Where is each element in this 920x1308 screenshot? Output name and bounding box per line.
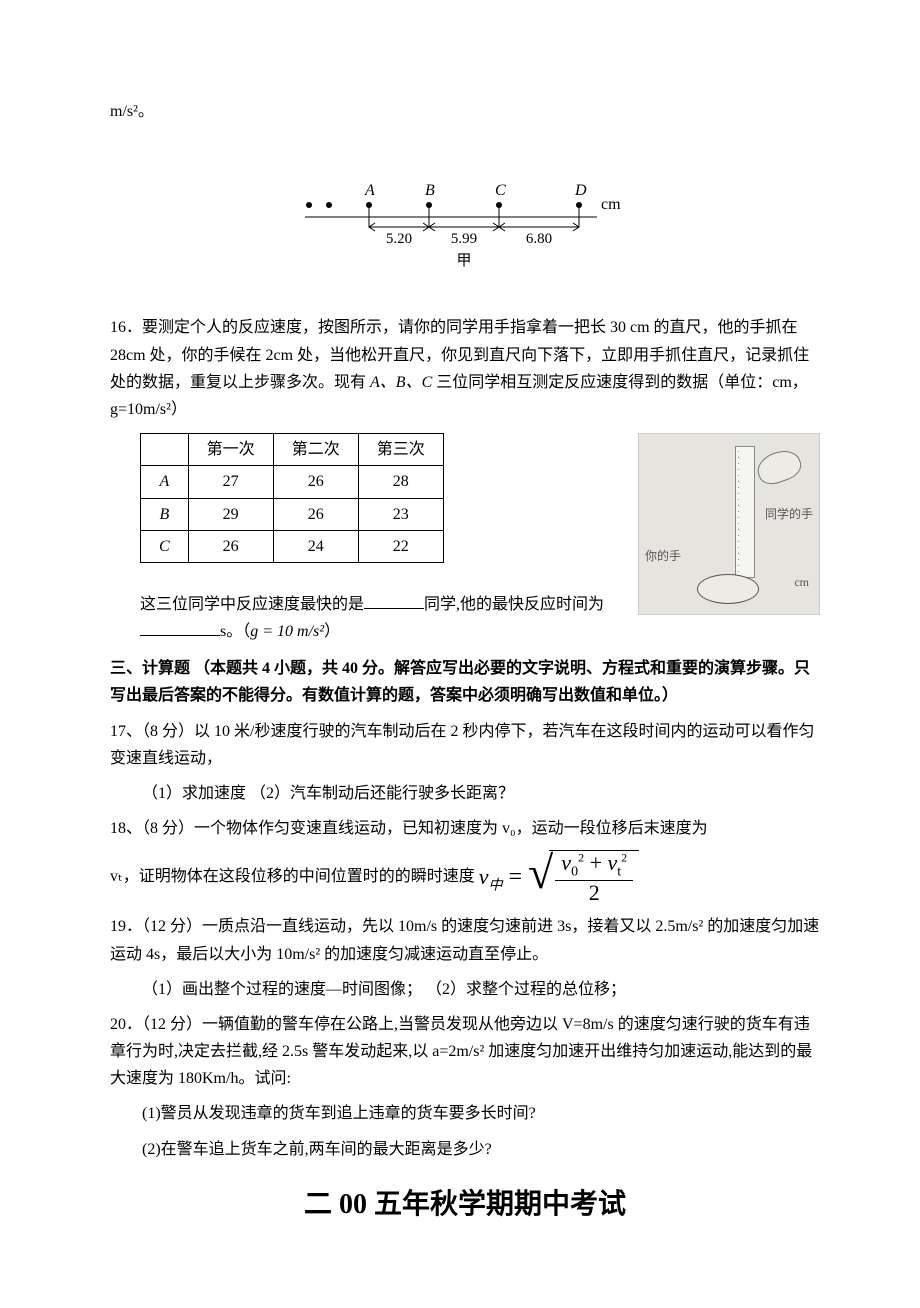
table-header-row: 第一次 第二次 第三次 [141,434,444,466]
cell: 29 [188,498,273,530]
q19-sub: （1）画出整个过程的速度—时间图像； （2）求整个过程的总位移； [110,976,820,1003]
blank-time[interactable] [140,619,220,636]
label-top: 同学的手 [765,504,813,524]
hand-top-icon [753,446,805,489]
cell: 26 [273,466,358,498]
q16-answer-block: 这三位同学中反应速度最快的是 同学,他的最快反应时间为 s。（g = 10 m/s²… [140,591,608,645]
cell: 26 [273,498,358,530]
table-row: C 26 24 22 [141,530,444,562]
cell: 26 [188,530,273,562]
fraction: v02 + vt2 2 [555,851,633,905]
row-label: B [141,498,189,530]
equals-icon: = [509,857,523,898]
q17: 17、（8 分）以 10 米/秒速度行驶的汽车制动后在 2 秒内停下，若汽车在这… [110,718,820,772]
q20-sub2: (2)在警车追上货车之前,两车间的最大距离是多少? [110,1136,820,1163]
f-lhs-sub: 中 [489,878,503,893]
label-cm: cm [794,572,809,592]
label-bottom: 你的手 [645,546,681,566]
diagram-unit: cm [601,196,621,213]
cell: 28 [358,466,443,498]
ruler-icon [735,446,755,578]
svg-text:A: A [364,182,375,199]
table-row: B 29 26 23 [141,498,444,530]
q16-table: 第一次 第二次 第三次 A 27 26 28 B 29 26 23 C 26 2… [140,433,444,563]
svg-text:6.80: 6.80 [526,231,552,247]
row-label: A [141,466,189,498]
q16-ans-c: s。（ [220,623,250,640]
cell: 22 [358,530,443,562]
q16-table-figure: 第一次 第二次 第三次 A 27 26 28 B 29 26 23 C 26 2… [110,433,820,645]
page-top-fragment: m/s²。 [110,98,820,125]
svg-text:B: B [425,182,435,199]
q20: 20．（12 分）一辆值勤的警车停在公路上,当警员发现从他旁边以 V=8m/s … [110,1011,820,1093]
q17-sub: （1）求加速度 （2）汽车制动后还能行驶多长距离？ [110,780,820,807]
q16-students: A、B、C [370,374,432,391]
q18-formula: v中 = √ v02 + vt2 2 [479,850,639,905]
th-blank [141,434,189,466]
blank-student[interactable] [364,592,424,609]
q18-pre: vₜ，证明物体在这段位移的中间位置时的的瞬时速度 [110,869,475,886]
q16-text: 16．要测定个人的反应速度，按图所示，请你的同学用手指拿着一把长 30 cm 的… [110,314,820,423]
cell: 24 [273,530,358,562]
q18-line1: 18、（8 分）一个物体作匀变速直线运动，已知初速度为 v₀，运动一段位移后末速… [110,815,820,842]
footer-title: 二 00 五年秋学期期中考试 [110,1181,820,1229]
svg-text:D: D [574,182,587,199]
f-vb: v [607,850,617,875]
f-vb-sub: t [617,865,621,880]
tape-diagram-svg: A B C D cm 5.20 5.99 6.80 甲 [285,165,645,275]
th-2: 第二次 [273,434,358,466]
q16-g: g = 10 m/s² [250,623,324,640]
q16-table-and-answer: 第一次 第二次 第三次 A 27 26 28 B 29 26 23 C 26 2… [110,433,608,645]
diagram-caption: 甲 [456,253,471,269]
q20-sub1: (1)警员从发现违章的货车到追上违章的货车要多长时间? [110,1100,820,1127]
f-den: 2 [583,881,606,905]
row-label: C [141,530,189,562]
f-plus: + [590,850,608,875]
diagram-jia: A B C D cm 5.20 5.99 6.80 甲 [110,165,820,284]
f-lhs: v [479,864,489,889]
cell: 27 [188,466,273,498]
f-va: v [561,850,571,875]
q16-figure: 同学的手 你的手 cm [638,433,820,615]
th-3: 第三次 [358,434,443,466]
table-row: A 27 26 28 [141,466,444,498]
sqrt-icon: √ v02 + vt2 2 [528,850,639,905]
cell: 23 [358,498,443,530]
svg-text:5.20: 5.20 [386,231,412,247]
hand-bottom-icon [697,574,759,604]
q18-line2: vₜ，证明物体在这段位移的中间位置时的的瞬时速度 v中 = √ v02 + vt… [110,850,820,905]
q16-ans-b: 同学,他的最快反应时间为 [424,596,604,613]
th-1: 第一次 [188,434,273,466]
q16-ans-a: 这三位同学中反应速度最快的是 [140,596,364,613]
f-va-sub: 0 [571,865,578,880]
section3-title: 三、计算题 （本题共 4 小题，共 40 分。解答应写出必要的文字说明、方程式和… [110,655,820,709]
svg-text:C: C [495,182,506,199]
q19: 19．（12 分）一质点沿一直线运动，先以 10m/s 的速度匀速前进 3s，接… [110,913,820,967]
q16-ans-d: ） [324,623,340,640]
svg-text:5.99: 5.99 [451,231,477,247]
